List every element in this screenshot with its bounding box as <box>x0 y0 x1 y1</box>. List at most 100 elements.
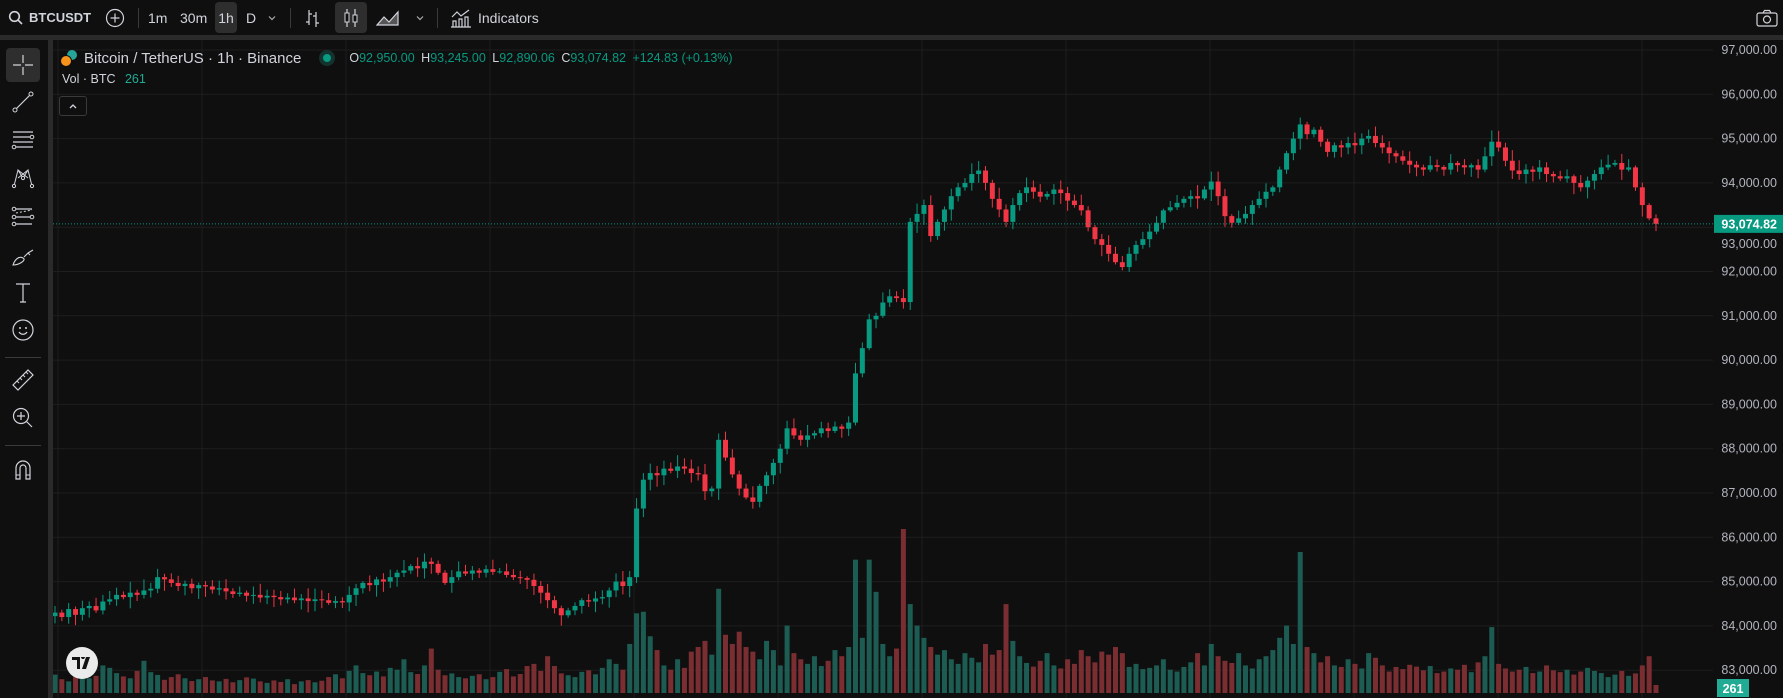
collapse-legend-button[interactable] <box>59 96 87 116</box>
volume-bar <box>524 666 530 693</box>
close-value: 93,074.82 <box>570 51 626 65</box>
divider <box>5 445 41 446</box>
bars-chart-button[interactable] <box>303 0 323 35</box>
zoom-in-tool[interactable] <box>6 401 40 435</box>
volume-bar <box>1578 671 1584 693</box>
volume-bar <box>278 681 284 693</box>
volume-bar <box>339 678 345 693</box>
volume-bar <box>1126 666 1132 693</box>
smiley-icon <box>12 319 34 341</box>
candle-body <box>114 594 120 600</box>
candle-body <box>237 592 243 595</box>
brush-tool[interactable] <box>6 240 40 274</box>
volume-title[interactable]: Vol · BTC <box>62 72 116 86</box>
interval-1h[interactable]: 1h <box>215 2 237 33</box>
candle-body <box>982 170 988 183</box>
volume-bar <box>928 647 934 693</box>
candle-body <box>1475 165 1481 170</box>
volume-bar <box>1181 666 1187 693</box>
volume-bar <box>401 659 407 693</box>
area-chart-button[interactable] <box>376 0 400 35</box>
volume-bar <box>257 681 263 693</box>
volume-bar <box>1284 625 1290 693</box>
toolbar-divider <box>48 40 53 698</box>
volume-bar <box>298 681 304 693</box>
volume-bar <box>777 665 783 693</box>
candle-body <box>620 581 626 587</box>
emoji-tool[interactable] <box>6 313 40 347</box>
volume-bar <box>175 674 181 693</box>
volume-bar <box>1078 650 1084 693</box>
crosshair-tool[interactable] <box>6 48 40 82</box>
volume-bar <box>962 653 968 693</box>
volume-bar <box>894 648 900 693</box>
volume-bar <box>613 663 619 693</box>
symbol-search[interactable]: BTCUSDT <box>8 0 91 35</box>
candle-body <box>736 474 742 489</box>
volume-bar <box>127 678 133 693</box>
chart-type-dropdown[interactable] <box>414 0 426 35</box>
interval-dropdown[interactable] <box>266 0 278 35</box>
series-title[interactable]: Bitcoin / TetherUS · 1h · Binance <box>84 49 302 67</box>
volume-bar <box>1646 656 1652 693</box>
volume-bar <box>1598 673 1604 693</box>
candle-body <box>593 598 599 602</box>
volume-bar <box>435 669 441 693</box>
price-tick-label: 87,000.00 <box>1721 486 1777 500</box>
volume-bar <box>1017 656 1023 693</box>
candle-body <box>1017 193 1023 206</box>
candle-body <box>1653 218 1659 224</box>
interval-1m[interactable]: 1m <box>148 9 168 26</box>
price-tick-label: 94,000.00 <box>1721 176 1777 190</box>
compare-symbol-button[interactable] <box>105 0 125 35</box>
measure-tool[interactable] <box>6 363 40 397</box>
candle-body <box>545 592 551 601</box>
market-status[interactable] <box>319 50 336 66</box>
candle-body <box>374 579 380 586</box>
candle-body <box>1523 169 1529 175</box>
candle-body <box>230 591 236 595</box>
candle-body <box>1598 167 1604 175</box>
tradingview-logo[interactable] <box>66 647 98 679</box>
interval-d[interactable]: D <box>246 9 257 26</box>
volume-bar <box>497 671 503 693</box>
candle-body <box>935 221 941 237</box>
volume-bar <box>982 643 988 693</box>
candle-body <box>846 422 852 429</box>
volume-bar <box>1537 671 1543 693</box>
volume-bar <box>900 529 906 693</box>
candle-body <box>244 592 250 596</box>
interval-30m[interactable]: 30m <box>180 9 208 26</box>
candle-body <box>1646 205 1652 219</box>
snapshot-button[interactable] <box>1756 0 1778 35</box>
price-tick-label: 92,000.00 <box>1721 265 1777 279</box>
candle-body <box>1557 176 1563 179</box>
horizontal-lines-tool[interactable] <box>6 123 40 157</box>
volume-bar <box>1024 662 1030 693</box>
pattern-tool[interactable] <box>6 161 40 195</box>
candle-body <box>1509 160 1515 171</box>
candle-body <box>107 599 113 602</box>
candle-body <box>928 205 934 237</box>
price-tick-label: 89,000.00 <box>1721 397 1777 411</box>
volume-bar <box>805 663 811 693</box>
candle-body <box>1263 191 1269 199</box>
volume-bar <box>1051 665 1057 693</box>
fib-channel-icon <box>11 206 35 227</box>
candle-body <box>517 577 523 579</box>
candle-body <box>1571 176 1577 183</box>
candle-body <box>1537 167 1543 172</box>
candle-body <box>456 571 462 578</box>
candles-chart-button[interactable] <box>335 2 367 33</box>
fib-retracement-tool[interactable] <box>6 200 40 234</box>
candle-body <box>155 577 161 589</box>
tradingview-logo-icon <box>72 657 90 669</box>
text-tool[interactable] <box>6 276 40 310</box>
trend-line-tool[interactable] <box>6 85 40 119</box>
volume-bar <box>1208 643 1214 693</box>
magnet-tool[interactable] <box>6 453 40 487</box>
candle-body <box>1530 169 1536 172</box>
volume-bar <box>1112 647 1118 693</box>
indicators-button[interactable]: Indicators <box>450 0 539 35</box>
